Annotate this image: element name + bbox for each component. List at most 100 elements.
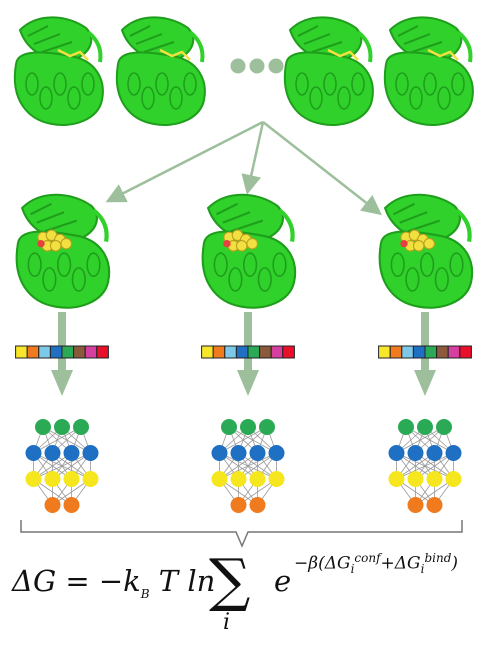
ellipsis-dot <box>249 58 265 74</box>
protein-structure <box>115 16 206 126</box>
helix <box>323 72 337 96</box>
ligand-stick <box>159 48 191 61</box>
helix <box>437 86 451 110</box>
down-arrow-shaft <box>421 312 429 372</box>
protein-structure <box>15 193 111 309</box>
network-node <box>268 445 285 461</box>
network-node <box>54 419 70 435</box>
helix <box>169 86 183 110</box>
free-energy-equation: ΔG = −kB T ln ∑ i e −β(ΔGiconf+ΔGibind) <box>12 546 482 643</box>
feature-cell <box>424 345 438 359</box>
network-edge <box>219 426 268 454</box>
network-node <box>249 445 266 461</box>
feature-cell <box>224 345 237 359</box>
conformation-ensemble-row <box>13 16 474 126</box>
helix <box>390 252 405 278</box>
feature-cell <box>270 345 284 359</box>
protein-structure <box>383 16 474 126</box>
feature-cell <box>247 345 261 359</box>
network-node <box>211 471 228 487</box>
feature-cell <box>259 345 272 359</box>
network-node <box>25 471 42 487</box>
feature-cell <box>401 345 414 359</box>
helix <box>257 267 272 292</box>
network-node <box>388 445 405 461</box>
down-arrow-head <box>237 370 259 396</box>
helix <box>351 72 365 96</box>
neural-network <box>388 419 462 513</box>
network-node <box>249 471 266 487</box>
network-node <box>398 419 414 435</box>
network-node <box>445 445 462 461</box>
feature-cell <box>212 345 226 359</box>
network-node <box>388 471 405 487</box>
helix <box>272 252 287 278</box>
helix <box>57 252 72 278</box>
selection-arrows <box>105 120 382 216</box>
network-node <box>82 471 99 487</box>
feature-cell <box>15 345 28 359</box>
network-node <box>407 497 424 513</box>
exponent: −β(ΔGiconf+ΔGibind) <box>294 551 458 576</box>
summation-bracket <box>20 520 463 548</box>
network-node <box>63 471 80 487</box>
strand-lines <box>393 202 441 233</box>
ellipsis-dot <box>230 58 246 74</box>
feature-cell <box>201 345 214 359</box>
helix <box>71 267 86 292</box>
exponent-plus: +ΔG <box>380 553 421 574</box>
helix <box>27 252 42 278</box>
strand-lines <box>216 202 264 233</box>
feature-cell <box>96 345 109 359</box>
network-node <box>426 471 443 487</box>
helix <box>141 86 155 110</box>
conf-superscript: conf <box>354 551 381 565</box>
ligand-atom <box>412 240 425 252</box>
network-node <box>73 419 89 435</box>
exponential-base: e <box>274 564 292 598</box>
network-node <box>436 419 452 435</box>
helix <box>127 72 141 96</box>
down-arrow-head <box>414 370 436 396</box>
network-node <box>240 419 256 435</box>
equation-middle: T ln <box>149 564 216 598</box>
helix <box>449 252 464 278</box>
loop <box>356 30 373 63</box>
neural-networks <box>25 419 462 513</box>
feature-cell <box>38 345 51 359</box>
feature-cell <box>436 345 449 359</box>
network-node <box>230 471 247 487</box>
exponent-suffix: ) <box>451 553 459 574</box>
feature-cell <box>84 345 98 359</box>
helix <box>337 86 351 110</box>
feature-arrows <box>51 312 436 396</box>
helix <box>39 86 53 110</box>
network-node <box>249 497 266 513</box>
helix <box>451 72 465 96</box>
ellipsis-dots <box>230 58 284 74</box>
feature-cell <box>412 345 426 359</box>
bind-superscript: bind <box>424 551 452 565</box>
network-node <box>82 445 99 461</box>
network-edge <box>33 452 91 480</box>
equation-lhs: ΔG = −kB T ln <box>12 564 215 601</box>
network-node <box>230 497 247 513</box>
loop <box>86 30 103 63</box>
feature-cell <box>235 345 249 359</box>
feature-cell <box>389 345 403 359</box>
helix <box>420 252 435 278</box>
network-node <box>417 419 433 435</box>
ligand-atom <box>400 240 408 248</box>
loop <box>188 30 205 63</box>
ligand-atom <box>246 237 258 250</box>
ligand-atom <box>235 240 248 252</box>
network-edge <box>33 426 82 454</box>
ligand-stick <box>427 48 459 61</box>
kb-subscript: B <box>140 586 150 601</box>
network-node <box>259 419 275 435</box>
strand-lines <box>27 25 73 53</box>
branch-arrow <box>241 121 265 195</box>
feature-cell <box>459 345 472 359</box>
protein-structure <box>283 16 374 126</box>
